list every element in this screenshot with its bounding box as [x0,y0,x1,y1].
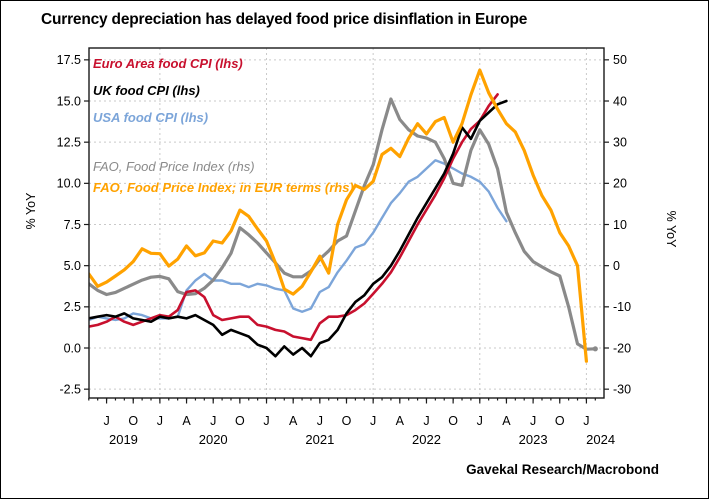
x-year-label: 2022 [412,432,441,447]
y-right-tick-label: -30 [613,382,631,396]
x-month-tick-label: O [128,414,138,428]
y-right-tick-label: 20 [613,177,627,191]
y-left-tick-label: 5.0 [64,259,81,273]
gridlines [89,48,604,398]
series-line-4 [89,68,589,363]
y-right-tick-label: -20 [613,341,631,355]
legend-fao-food-price-index: FAO, Food Price Index (rhs) [93,159,255,174]
legend-usa-food-cpi: USA food CPI (lhs) [93,110,209,125]
y-right-tick-label: 10 [613,218,627,232]
x-month-tick-label: J [210,414,216,428]
y-left-tick-label: 12.5 [57,135,81,149]
x-month-tick-label: J [157,414,163,428]
y-right-tick-label: 30 [613,135,627,149]
y-left-tick-label: 2.5 [64,300,81,314]
x-month-tick-label: A [289,414,298,428]
x-month-tick-label: O [342,414,352,428]
x-month-tick-label: J [583,414,589,428]
x-month-tick-label: O [448,414,458,428]
legend-euro-area-food-cpi: Euro Area food CPI (lhs) [93,56,243,71]
series-line-1 [89,99,508,358]
x-month-tick-label: J [423,414,429,428]
y-left-tick-label: 10.0 [57,177,81,191]
y-left-tick-label: 0.0 [64,341,81,355]
axis-frame [88,47,605,399]
y-left-tick-label: -2.5 [59,382,81,396]
source-credit: Gavekal Research/Macrobond [466,462,659,477]
x-month-tick-label: J [317,414,323,428]
axis-tick-labels: 17.5 15.0 12.5 10.0 7.5 5.0 2.5 0.0 -2.5 50 40 30 20… [57,53,631,447]
x-month-tick-label: O [555,414,565,428]
x-month-tick-label: J [370,414,376,428]
x-month-tick-label: J [477,414,483,428]
series-line-0 [89,93,499,342]
legend-uk-food-cpi: UK food CPI (lhs) [93,83,200,98]
y-right-tick-label: 0 [613,259,620,273]
x-year-label: 2023 [519,432,548,447]
x-year-label: 2024 [586,432,615,447]
x-month-tick-label: A [502,414,511,428]
legend-fao-food-price-index-eur: FAO, Food Price Index; in EUR terms (rhs… [93,180,354,195]
x-month-tick-label: A [396,414,405,428]
x-year-label: 2019 [109,432,138,447]
x-month-tick-label: A [182,414,191,428]
series-line-3 [89,97,597,351]
series-lines [89,68,598,363]
x-month-tick-label: J [263,414,269,428]
series-end-dot-3 [592,346,598,352]
chart-title: Currency depreciation has delayed food p… [41,11,528,28]
x-month-tick-label: J [530,414,536,428]
x-month-tick-label: J [103,414,109,428]
y-right-axis-title: % YoY [664,211,678,249]
y-right-tick-label: 50 [613,53,627,67]
axis-ticks [84,59,609,404]
y-left-tick-label: 17.5 [57,53,81,67]
y-right-tick-label: 40 [613,94,627,108]
y-right-tick-label: -10 [613,300,631,314]
x-month-tick-label: O [235,414,245,428]
y-left-axis-title: % YoY [24,192,38,230]
y-left-tick-label: 15.0 [57,94,81,108]
x-year-label: 2020 [199,432,228,447]
x-year-label: 2021 [305,432,334,447]
y-left-tick-label: 7.5 [64,218,81,232]
